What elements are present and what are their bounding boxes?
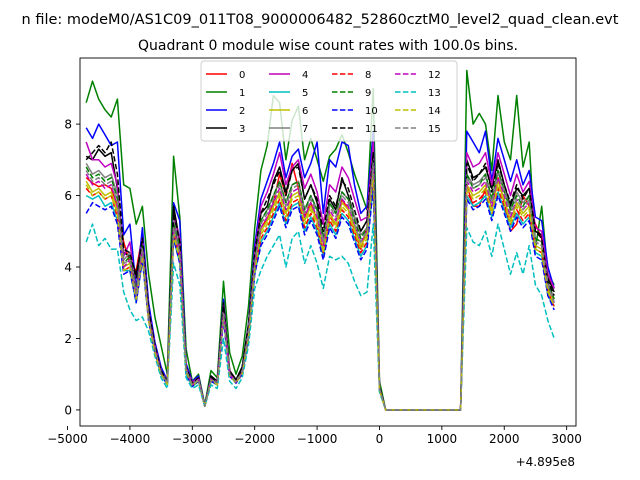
plot-area [79, 57, 577, 427]
y-tick-label: 2 [64, 332, 72, 346]
legend-label-6: 6 [302, 106, 308, 117]
y-tick-label: 6 [64, 189, 72, 203]
legend-label-10: 10 [365, 106, 378, 117]
series-line-14 [85, 173, 555, 411]
legend-frame [200, 60, 458, 142]
x-tick-label: −4000 [110, 432, 151, 446]
legend-label-9: 9 [365, 88, 371, 99]
legend-label-11: 11 [365, 124, 378, 135]
legend-label-1: 1 [239, 88, 245, 99]
y-tick-label: 0 [64, 403, 72, 417]
legend-label-13: 13 [428, 88, 441, 99]
series-line-11 [85, 141, 555, 411]
x-tick-label: −2000 [234, 432, 275, 446]
series-line-2 [85, 123, 555, 411]
legend-label-8: 8 [365, 70, 371, 81]
series-line-13 [85, 223, 555, 411]
legend-label-5: 5 [302, 88, 308, 99]
chart-title: Quadrant 0 module wise count rates with … [138, 38, 518, 54]
x-tick-label: −3000 [172, 432, 213, 446]
y-tick-label: 8 [64, 118, 72, 132]
y-axis: 0 2 4 6 8 [64, 118, 80, 417]
legend-label-15: 15 [428, 124, 441, 135]
legend-label-4: 4 [302, 70, 308, 81]
legend-label-14: 14 [428, 106, 441, 117]
legend-label-2: 2 [239, 106, 245, 117]
series-line-15 [85, 162, 555, 411]
x-tick-label: 2000 [489, 432, 520, 446]
chart-suptitle: n file: modeM0/AS1C09_011T08_9000006482_… [22, 12, 619, 28]
x-offset-label: +4.895e8 [516, 455, 575, 469]
legend-label-12: 12 [428, 70, 441, 81]
x-tick-label: 0 [376, 432, 384, 446]
legend-label-3: 3 [239, 124, 245, 135]
y-tick-label: 4 [64, 261, 72, 275]
legend-label-0: 0 [239, 70, 245, 81]
x-tick-label: −5000 [47, 432, 88, 446]
legend-label-7: 7 [302, 124, 308, 135]
series-layer [85, 69, 555, 411]
x-tick-label: 3000 [551, 432, 582, 446]
x-axis: −5000 −4000 −3000 −2000 −1000 0 1000 2000 3000 [47, 426, 582, 446]
x-tick-label: −1000 [297, 432, 338, 446]
x-tick-label: 1000 [427, 432, 458, 446]
